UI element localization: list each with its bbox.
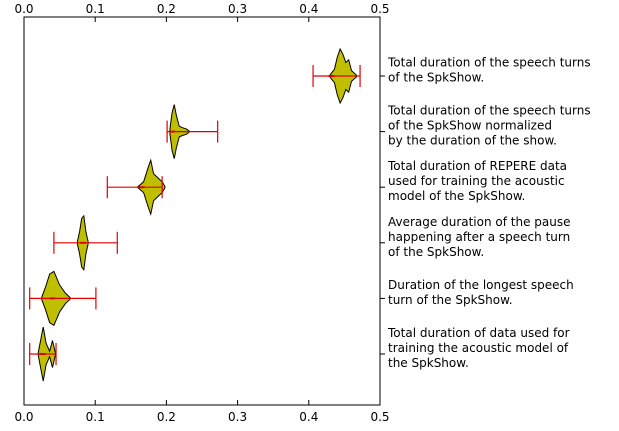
- x-tick-label: 0.1: [86, 2, 105, 16]
- category-label: of the SpkShow.: [388, 71, 484, 85]
- category-label: of the SpkShow.: [388, 245, 484, 259]
- x-tick-label: 0.0: [14, 410, 33, 424]
- x-tick-label: 0.1: [86, 410, 105, 424]
- x-tick-label: 0.4: [299, 410, 318, 424]
- x-tick-label: 0.2: [157, 410, 176, 424]
- category-label: Total duration of the speech turns: [387, 104, 591, 118]
- category-label: Duration of the longest speech: [388, 278, 574, 292]
- category-label: of the SpkShow normalized: [388, 119, 552, 133]
- category-label: training the acoustic model of: [388, 341, 569, 355]
- category-label: Total duration of data used for: [387, 326, 570, 340]
- category-label: the SpkShow.: [388, 356, 469, 370]
- category-label: Average duration of the pause: [388, 215, 571, 229]
- x-tick-label: 0.5: [370, 410, 389, 424]
- category-label: used for training the acoustic: [388, 174, 565, 188]
- category-label: by the duration of the show.: [388, 134, 557, 148]
- category-label: happening after a speech turn: [388, 230, 570, 244]
- x-tick-label: 0.3: [228, 410, 247, 424]
- category-label: turn of the SpkShow.: [388, 293, 513, 307]
- x-tick-label: 0.2: [157, 2, 176, 16]
- category-label: model of the SpkShow.: [388, 189, 525, 203]
- x-tick-label: 0.3: [228, 2, 247, 16]
- x-tick-label: 0.5: [370, 2, 389, 16]
- x-tick-label: 0.4: [299, 2, 318, 16]
- plot-frame: [23, 16, 381, 406]
- category-label: Total duration of REPERE data: [387, 159, 567, 173]
- category-label: Total duration of the speech turns: [387, 56, 591, 70]
- x-tick-label: 0.0: [14, 2, 33, 16]
